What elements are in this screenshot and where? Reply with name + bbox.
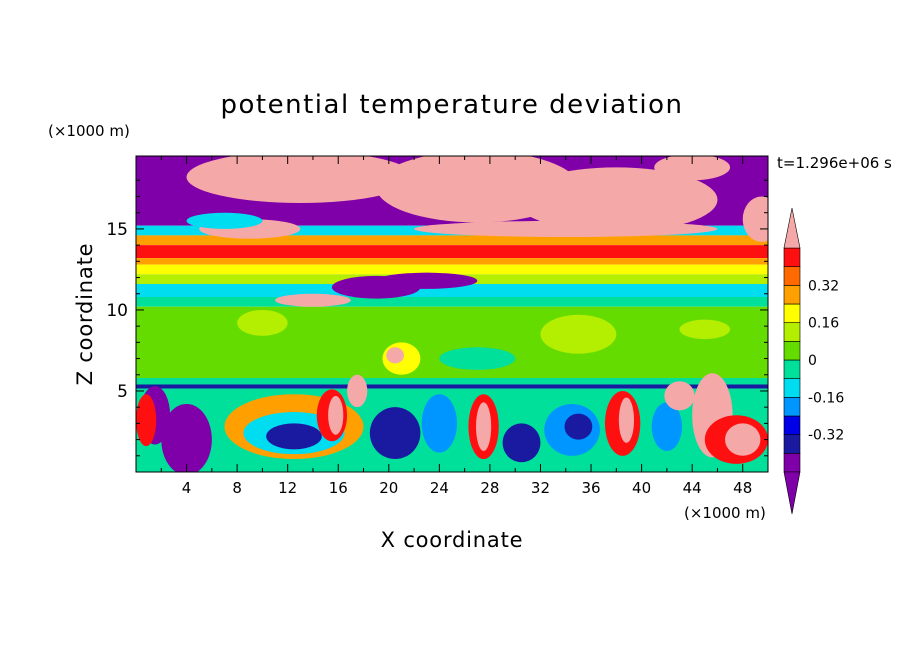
contour-patch [515, 167, 718, 233]
y-axis-ticks: 5 10 15 [106, 179, 768, 457]
contour-patch [186, 212, 263, 229]
contour-patch [275, 293, 351, 307]
contour-patch [664, 381, 695, 411]
contour-band [136, 235, 768, 246]
contour-patch [237, 309, 288, 336]
colorbar-box [783, 266, 801, 286]
x-tick-label: 48 [733, 479, 752, 497]
contour-patch [564, 413, 593, 440]
x-tick-label: 20 [379, 479, 398, 497]
colorbar-box [783, 378, 801, 398]
contour-patch [618, 397, 635, 443]
y-tick-label: 15 [106, 220, 128, 240]
x-unit-label: (×1000 m) [684, 504, 766, 522]
colorbar-label: 0.16 [808, 316, 839, 332]
colorbar-box [783, 247, 801, 267]
x-tick-label: 44 [683, 479, 702, 497]
x-tick-label: 32 [531, 479, 550, 497]
contour-band [136, 384, 768, 389]
x-axis-ticks: 4 8 12 16 20 24 28 32 36 40 44 48 [160, 156, 752, 497]
colorbar-box [783, 415, 801, 435]
colorbar-label: -0.16 [808, 390, 844, 406]
x-tick-label: 24 [430, 479, 449, 497]
contour-patch [369, 407, 421, 460]
colorbar-label: 0 [808, 353, 817, 369]
contour-field [136, 156, 768, 472]
x-tick-label: 8 [232, 479, 242, 497]
colorbar-box [783, 397, 801, 417]
contour-patch [331, 275, 421, 299]
x-axis-label: X coordinate [381, 528, 524, 552]
y-tick-label: 10 [106, 301, 128, 321]
contour-patch [328, 395, 344, 435]
colorbar-box [783, 303, 801, 323]
contour-patch [421, 394, 458, 453]
contour-band [136, 284, 768, 297]
contour-band [136, 378, 768, 385]
contour-band [136, 306, 768, 379]
y-unit-label: (×1000 m) [48, 122, 130, 140]
contour-patch [476, 402, 492, 451]
contour-patch [136, 394, 157, 447]
x-tick-label: 40 [632, 479, 651, 497]
x-tick-label: 4 [182, 479, 192, 497]
contour-patch [679, 319, 731, 340]
y-tick-label: 5 [117, 382, 128, 402]
x-tick-label: 36 [581, 479, 600, 497]
colorbar-box [783, 322, 801, 342]
colorbar-box [783, 434, 801, 454]
contour-patch [414, 220, 718, 238]
contour-patch [186, 156, 415, 203]
contour-patch [742, 196, 768, 242]
contour-patch [161, 403, 212, 472]
colorbar-label: -0.32 [808, 428, 844, 444]
contour-patch [725, 423, 761, 456]
contour-patch [439, 347, 516, 370]
colorbar-box [783, 359, 801, 379]
chart-title: potential temperature deviation [221, 90, 684, 120]
colorbar-max-triangle [783, 207, 801, 249]
contour-patch [502, 423, 541, 463]
x-tick-label: 12 [278, 479, 297, 497]
y-axis-label: Z coordinate [73, 243, 97, 386]
contour-band [136, 264, 768, 275]
contour-patch [266, 423, 322, 450]
contour-band [136, 296, 768, 307]
colorbar-label: 0.32 [808, 278, 839, 294]
contour-patch [386, 347, 404, 364]
time-label: t=1.296e+06 s [777, 154, 892, 172]
contour-band [136, 245, 768, 259]
plot-frame [135, 155, 769, 473]
contour-patch [347, 374, 368, 408]
contour-patch [540, 314, 617, 354]
colorbar-min-triangle [783, 471, 801, 515]
x-tick-label: 16 [329, 479, 348, 497]
contour-band [136, 258, 768, 265]
colorbar-box [783, 285, 801, 305]
colorbar-box [783, 453, 801, 473]
contour-patch [654, 156, 731, 181]
x-tick-label: 28 [480, 479, 499, 497]
contour-patch [651, 402, 683, 451]
colorbar-box [783, 341, 801, 361]
colorbar: 0.32 0.16 0 -0.16 -0.32 [783, 207, 844, 515]
